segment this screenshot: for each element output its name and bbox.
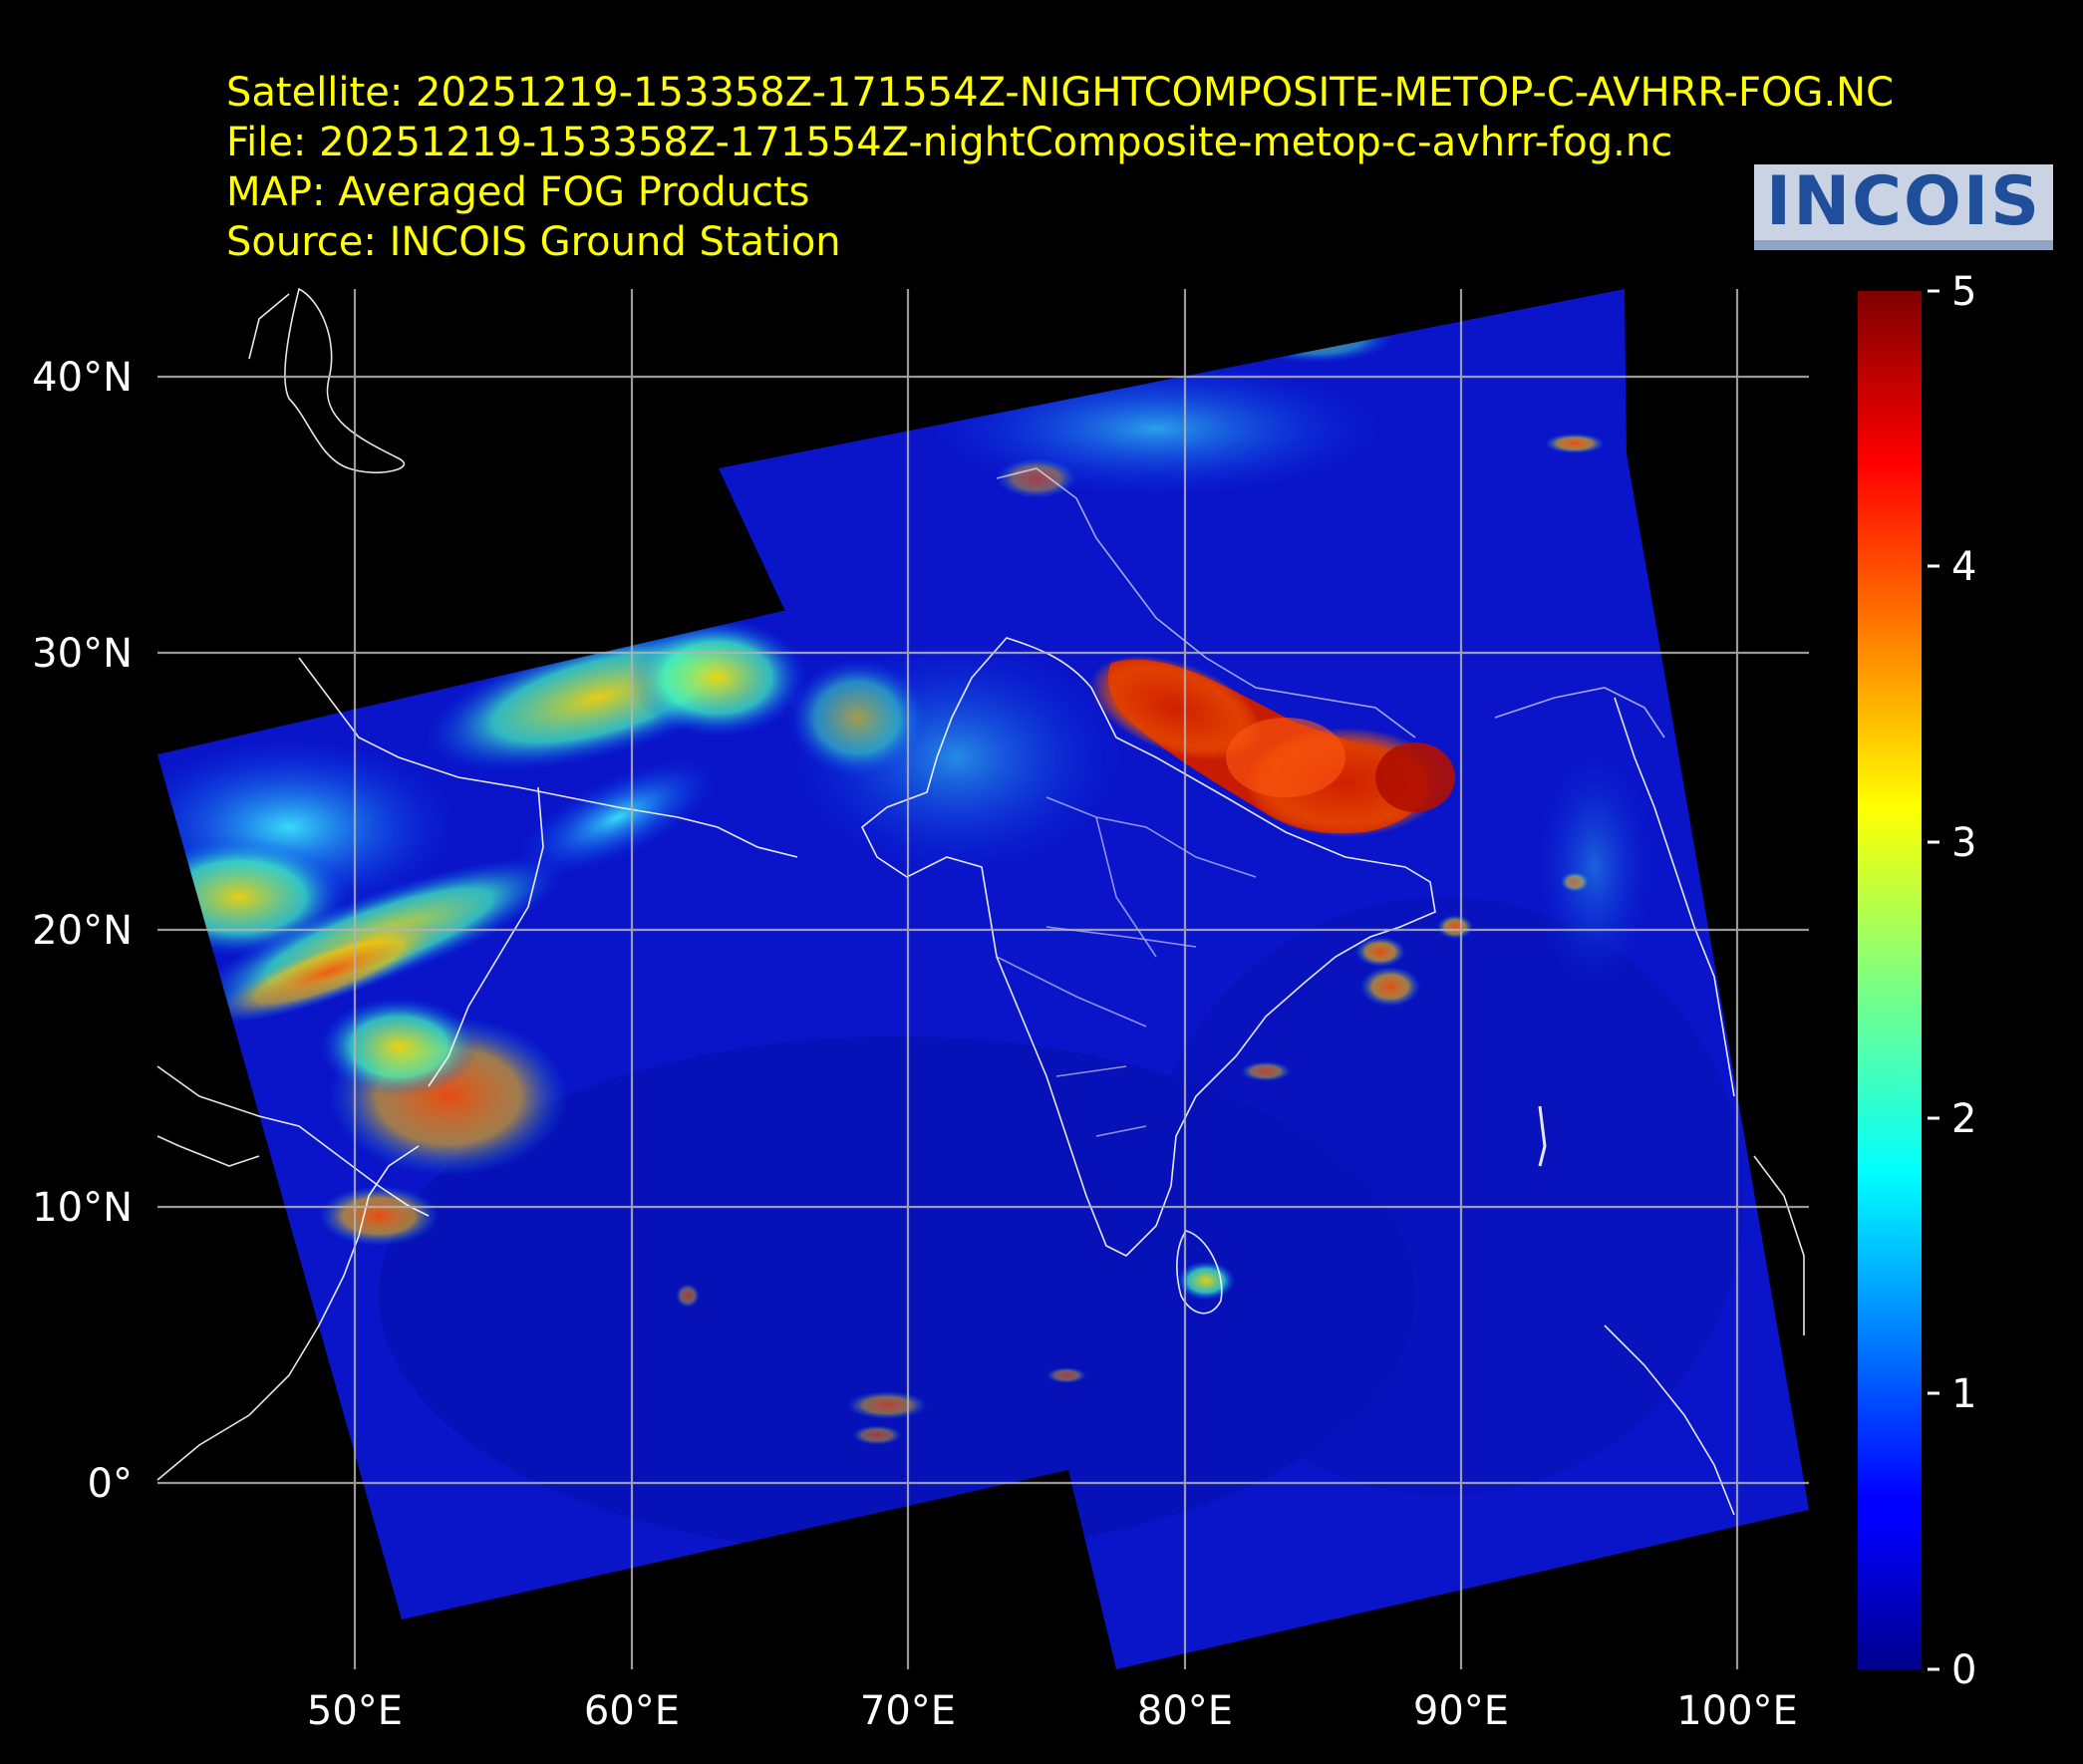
lon-tick: 70°E xyxy=(860,1688,956,1734)
map-header: Satellite: 20251219-153358Z-171554Z-NIGH… xyxy=(226,68,1894,267)
lon-tick: 60°E xyxy=(584,1688,680,1734)
incois-logo: INCOIS xyxy=(1754,164,2053,250)
lon-tick: 90°E xyxy=(1413,1688,1509,1734)
lon-tick: 50°E xyxy=(307,1688,403,1734)
latitude-labels: 40°N 30°N 20°N 10°N 0° xyxy=(32,355,133,1507)
file-line: File: 20251219-153358Z-171554Z-nightComp… xyxy=(226,120,1673,165)
lat-tick: 40°N xyxy=(32,355,133,401)
colorbar-tick: 0 xyxy=(1951,1647,1976,1693)
lat-tick: 0° xyxy=(88,1461,133,1507)
lon-tick: 80°E xyxy=(1137,1688,1233,1734)
colorbar-tick: 3 xyxy=(1951,820,1976,866)
source-line: Source: INCOIS Ground Station xyxy=(226,219,841,265)
colorbar-tick: 4 xyxy=(1951,544,1976,590)
coastlines xyxy=(156,287,1805,1516)
lat-tick: 20°N xyxy=(32,908,133,954)
lat-tick: 10°N xyxy=(32,1185,133,1231)
colorbar-tick: 2 xyxy=(1951,1096,1976,1142)
lat-tick: 30°N xyxy=(32,631,133,677)
lon-tick: 100°E xyxy=(1676,1688,1798,1734)
colorbar-gradient xyxy=(1858,291,1922,1669)
logo-text: INCOIS xyxy=(1766,164,2041,241)
colorbar-tick: 5 xyxy=(1951,269,1976,315)
gridlines xyxy=(157,289,1809,1669)
longitude-labels: 50°E 60°E 70°E 80°E 90°E 100°E xyxy=(307,1688,1798,1734)
map-line: MAP: Averaged FOG Products xyxy=(226,169,810,215)
colorbar: 5 4 3 2 1 0 xyxy=(1858,269,1976,1693)
satellite-line: Satellite: 20251219-153358Z-171554Z-NIGH… xyxy=(226,70,1895,116)
colorbar-tick: 1 xyxy=(1951,1371,1976,1417)
